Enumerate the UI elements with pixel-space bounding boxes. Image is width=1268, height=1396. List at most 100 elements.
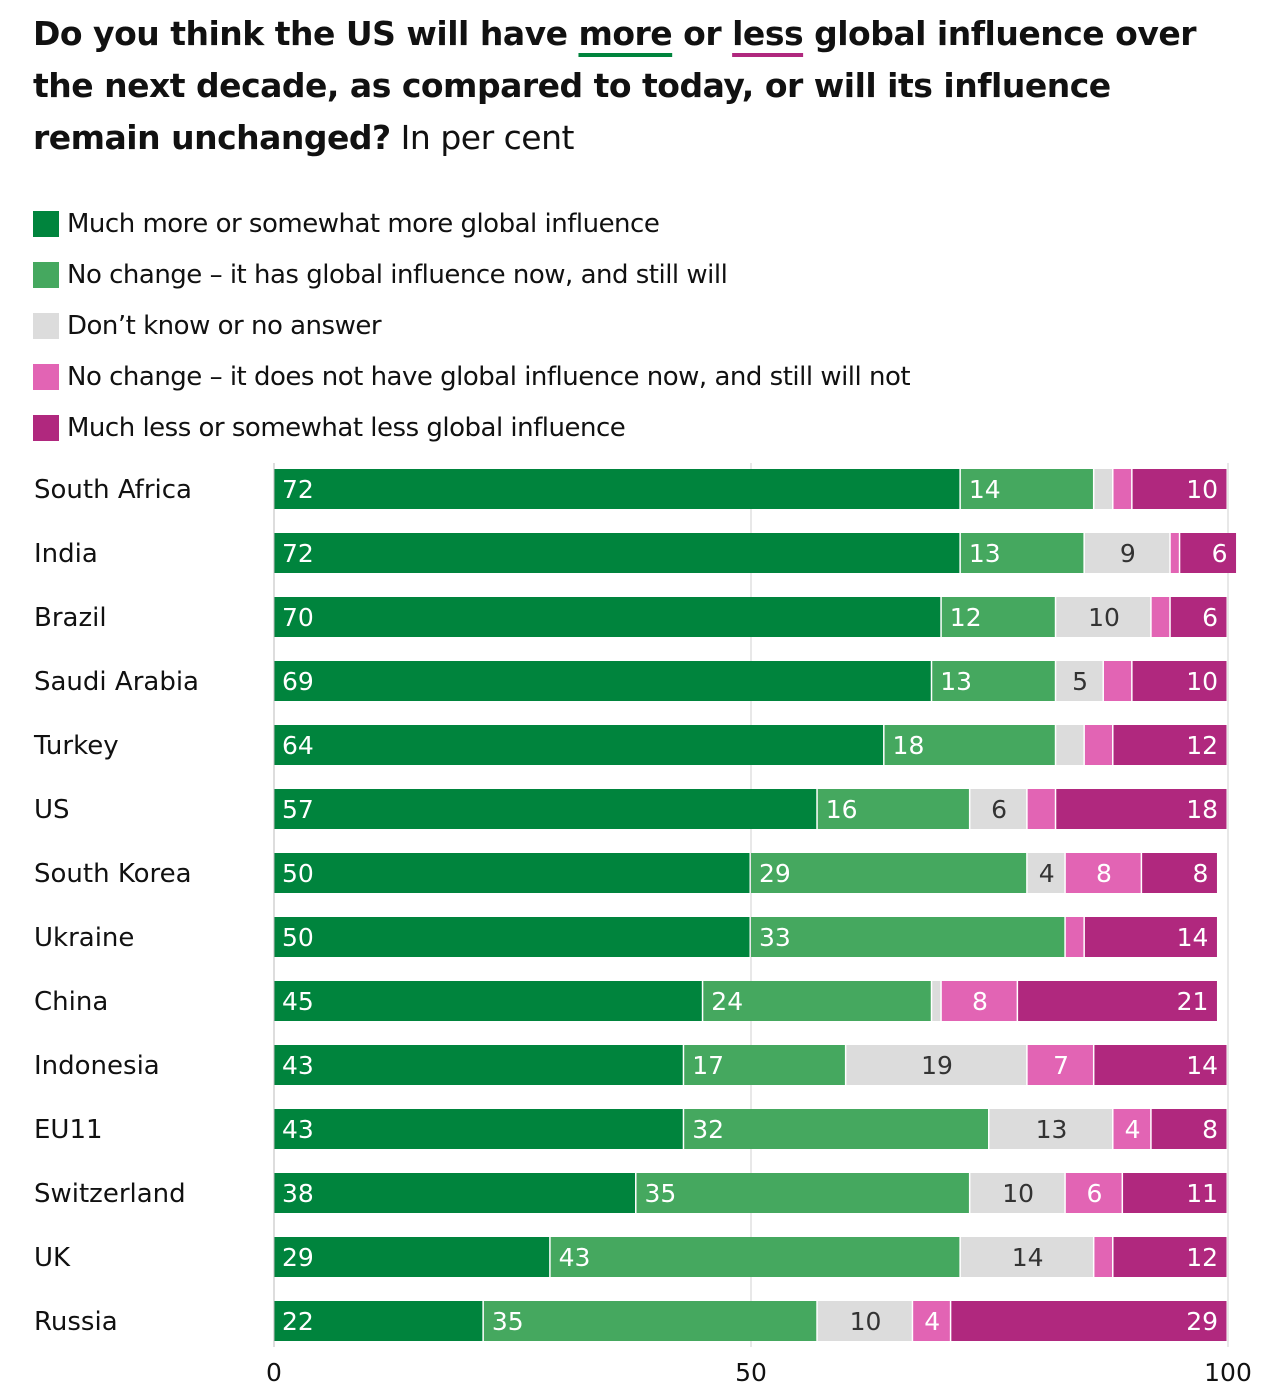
- bar-segment: [1151, 1109, 1227, 1149]
- bar-segment: [1094, 469, 1113, 509]
- legend-item: No change – it does not have global infl…: [33, 351, 911, 402]
- bar-segment: [274, 469, 960, 509]
- data-label: 6: [1202, 603, 1218, 632]
- bar-segment: [274, 533, 960, 573]
- data-label: 14: [1177, 923, 1209, 952]
- bar-segment: [1113, 1237, 1227, 1277]
- bar-segment: [274, 853, 750, 893]
- bar-segment: [1113, 1109, 1151, 1149]
- chart-subtitle: In per cent: [390, 118, 575, 157]
- bar-segment: [1180, 533, 1237, 573]
- bar-segment: [684, 1045, 845, 1085]
- title-more: more: [578, 14, 673, 53]
- bar-segment: [274, 1301, 483, 1341]
- data-label: 33: [759, 923, 791, 952]
- data-label: 8: [1193, 859, 1209, 888]
- bar-segment: [1142, 853, 1217, 893]
- bar-segment: [1084, 533, 1170, 573]
- legend-label: No change – it has global influence now,…: [67, 259, 728, 290]
- chart-title: Do you think the US will have more or le…: [33, 8, 1233, 164]
- bar-segment: [1132, 661, 1227, 701]
- data-label: 35: [645, 1179, 677, 1208]
- data-label: 10: [1186, 667, 1218, 696]
- bar-segment: [636, 1173, 969, 1213]
- data-label: 12: [1186, 1243, 1218, 1272]
- category-label: South Africa: [34, 475, 192, 505]
- title-text: Do you think the US will have: [33, 14, 579, 53]
- data-label: 7: [1053, 1051, 1069, 1080]
- legend-swatch: [33, 414, 59, 441]
- data-label: 14: [1186, 1051, 1218, 1080]
- category-label: Brazil: [34, 603, 107, 633]
- bar-segment: [941, 981, 1017, 1021]
- bar-segment: [1056, 597, 1151, 637]
- bar-segment: [1056, 725, 1084, 765]
- bar-segment: [1018, 981, 1217, 1021]
- data-label: 21: [1177, 987, 1209, 1016]
- data-label: 13: [1036, 1115, 1068, 1144]
- category-label: India: [34, 539, 98, 569]
- data-label: 35: [492, 1307, 524, 1336]
- bar-segment: [951, 1301, 1227, 1341]
- category-label: US: [34, 795, 70, 825]
- data-label: 43: [282, 1051, 314, 1080]
- data-label: 72: [282, 475, 314, 504]
- bar-segment: [960, 533, 1084, 573]
- data-label: 13: [969, 539, 1001, 568]
- legend-label: Don’t know or no answer: [67, 310, 382, 341]
- bar-segment: [1151, 597, 1170, 637]
- data-label: 10: [1186, 475, 1218, 504]
- bar-segment: [941, 597, 1055, 637]
- data-label: 14: [969, 475, 1001, 504]
- bar-segment: [274, 1045, 683, 1085]
- bar-segment: [1065, 1173, 1122, 1213]
- data-label: 6: [1212, 539, 1228, 568]
- bar-segment: [913, 1301, 950, 1341]
- data-label: 8: [972, 987, 988, 1016]
- bar-segment: [751, 853, 1027, 893]
- bar-segment: [1094, 1045, 1227, 1085]
- bar-segment: [1065, 853, 1141, 893]
- legend-item: No change – it has global influence now,…: [33, 249, 910, 300]
- bar-segment: [1027, 853, 1065, 893]
- bar-segment: [960, 1237, 1093, 1277]
- data-label: 10: [1002, 1179, 1034, 1208]
- category-label: Saudi Arabia: [34, 667, 199, 697]
- bar-segment: [1132, 469, 1227, 509]
- category-label: Turkey: [33, 731, 119, 761]
- bar-segment: [846, 1045, 1027, 1085]
- bar-segment: [1027, 789, 1055, 829]
- bar-segment: [932, 981, 941, 1021]
- bar-segment: [970, 1173, 1065, 1213]
- bar-segment: [274, 1109, 683, 1149]
- data-label: 12: [1186, 731, 1218, 760]
- title-text: or: [672, 14, 733, 53]
- bar-segment: [684, 1109, 988, 1149]
- data-label: 69: [282, 667, 314, 696]
- data-label: 9: [1120, 539, 1136, 568]
- bar-segment: [1084, 917, 1217, 957]
- bar-segment: [274, 661, 931, 701]
- data-label: 14: [1012, 1243, 1044, 1272]
- data-label: 16: [826, 795, 858, 824]
- data-label: 29: [1186, 1307, 1218, 1336]
- bar-segment: [1170, 597, 1227, 637]
- category-label: Ukraine: [34, 923, 134, 953]
- bar-segment: [960, 469, 1093, 509]
- bar-segment: [483, 1301, 817, 1341]
- x-tick-label: 0: [266, 1358, 282, 1387]
- bar-segment: [1065, 917, 1084, 957]
- legend-item: Much less or somewhat less global influe…: [33, 402, 910, 453]
- legend: Much more or somewhat more global influe…: [33, 198, 911, 453]
- bar-segment: [1094, 1237, 1113, 1277]
- data-label: 10: [1088, 603, 1120, 632]
- bar-segment: [274, 597, 941, 637]
- bar-segment: [274, 1237, 550, 1277]
- bar-segment: [817, 789, 969, 829]
- bar-segment: [274, 917, 750, 957]
- bar-segment: [932, 661, 1055, 701]
- bar-segment: [1170, 533, 1179, 573]
- data-label: 57: [282, 795, 314, 824]
- title-less: less: [732, 14, 804, 53]
- bar-segment: [1027, 1045, 1093, 1085]
